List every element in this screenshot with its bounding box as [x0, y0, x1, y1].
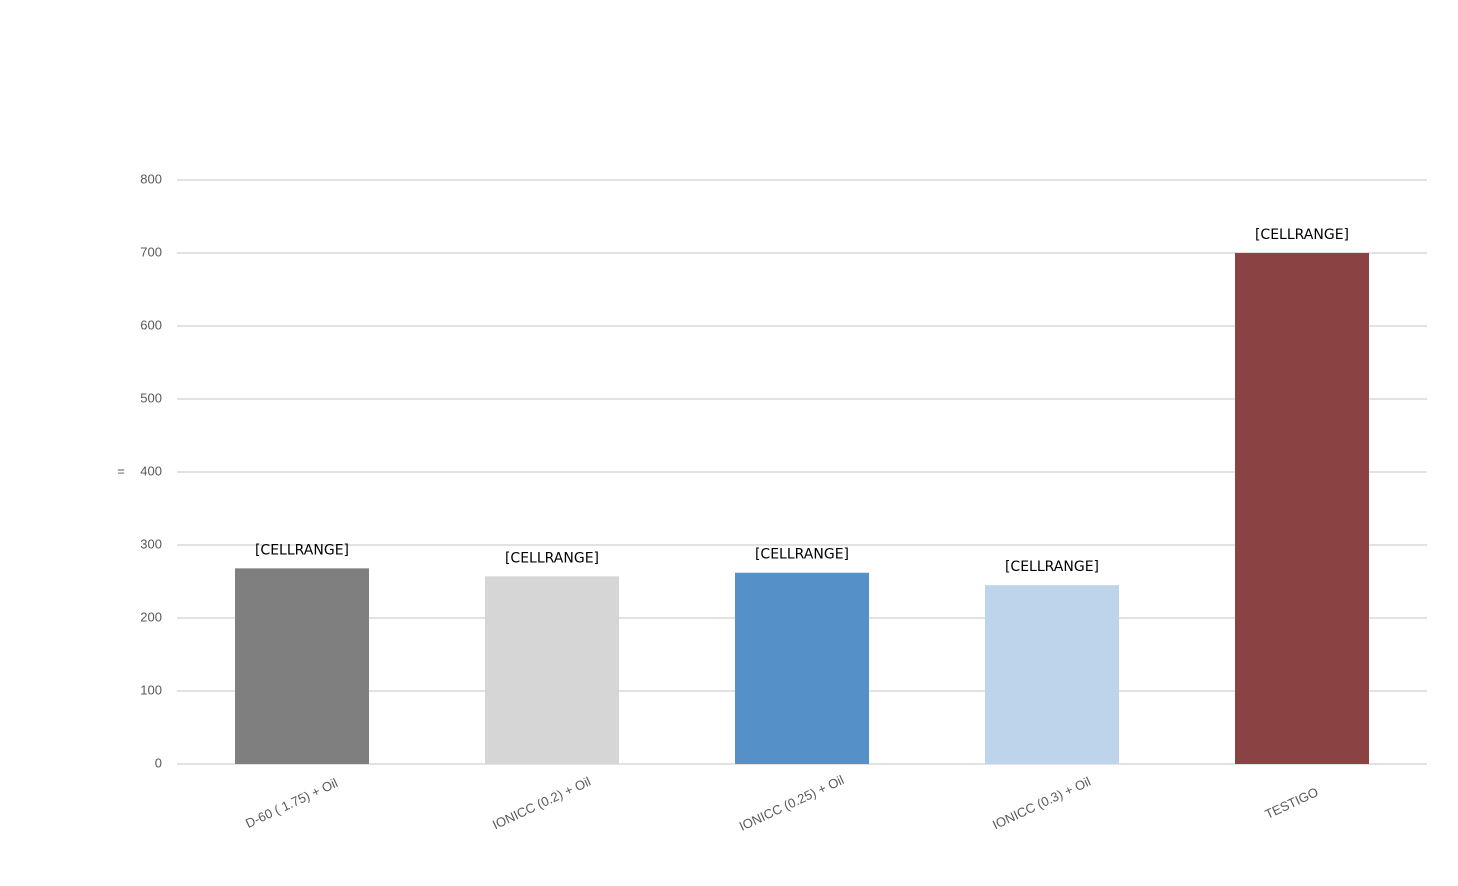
y-tick-label: 200 — [140, 609, 162, 624]
data-label: [CELLRANGE] — [755, 547, 849, 563]
data-label: [CELLRANGE] — [505, 550, 599, 566]
data-label: [CELLRANGE] — [1255, 227, 1349, 243]
x-tick-label: IONICC (0.2) + Oil — [490, 774, 593, 833]
bar — [235, 568, 369, 764]
y-tick-label: 0 — [155, 755, 162, 770]
x-tick-label: TESTIGO — [1263, 784, 1321, 822]
y-tick-label: 400 — [140, 463, 162, 478]
y-tick-label: 300 — [140, 536, 162, 551]
bar — [485, 576, 619, 764]
y-tick-label: 100 — [140, 682, 162, 697]
x-tick-label: IONICC (0.3) + Oil — [990, 774, 1093, 833]
y-tick-label: 600 — [140, 317, 162, 332]
y-tick-label: 500 — [140, 390, 162, 405]
bar — [985, 585, 1119, 764]
x-tick-label: IONICC (0.25) + Oil — [737, 772, 847, 834]
y-tick-label: 800 — [140, 171, 162, 186]
y-tick-label: 700 — [140, 244, 162, 259]
bar — [735, 572, 869, 764]
data-label: [CELLRANGE] — [255, 542, 349, 558]
y-axis-label: = — [117, 463, 125, 478]
x-tick-label: D-60 ( 1.75) + Oil — [243, 775, 340, 831]
data-label: [CELLRANGE] — [1005, 559, 1099, 575]
bar — [1235, 253, 1369, 764]
